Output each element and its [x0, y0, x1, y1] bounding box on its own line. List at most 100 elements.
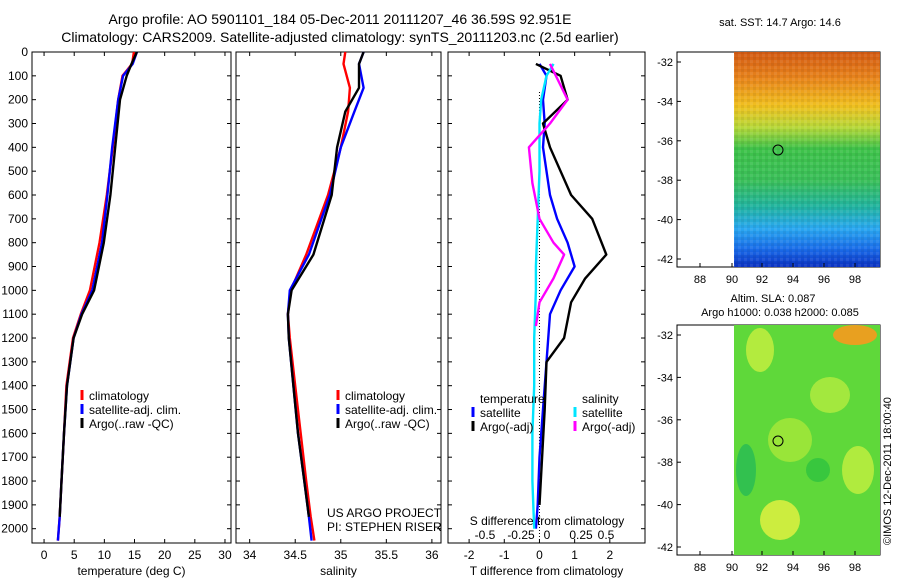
map-axes: -32 -34 -36 -38 -40 -42 88 90 92 94 96 98 -32 -34 -36 -…	[657, 57, 861, 574]
y-tick-label: 900	[8, 260, 28, 274]
plot-frame-salinity	[235, 51, 442, 544]
x-tick-label: 0	[536, 548, 543, 562]
y-tick-label: 700	[8, 212, 28, 226]
x-tick-label: 34	[243, 548, 257, 562]
y-tick-label: 1900	[1, 498, 28, 512]
credit-text: ©IMOS 12-Dec-2011 18:00:40	[882, 397, 894, 545]
legend-label: climatology	[345, 389, 405, 403]
map-lon-label: 90	[726, 274, 738, 286]
map-lat-label: -40	[657, 500, 673, 512]
legend-label: Argo(..raw -QC)	[89, 417, 174, 431]
x-tick-label: 15	[128, 548, 142, 562]
legend-label: satellite	[582, 406, 623, 420]
x-tick-label: 30	[218, 548, 232, 562]
sst-map	[676, 51, 881, 268]
title-line-1: Argo profile: AO 5901101_184 05-Dec-2011…	[108, 11, 572, 27]
y-tick-label: 1600	[1, 426, 28, 440]
x-tick-label: -2	[464, 548, 475, 562]
legend-label: satellite-adj. clim.	[89, 403, 181, 417]
x-tick-label: 25	[188, 548, 202, 562]
sla-title-1: Altim. SLA: 0.087	[731, 293, 816, 305]
x-axis-label: T difference from climatology	[470, 564, 624, 578]
x-tick-label: 1	[571, 548, 578, 562]
map-lat-label: -32	[657, 57, 673, 69]
legend-label: Argo(-adj)	[582, 420, 635, 434]
legend-label: satellite-adj. clim.	[345, 403, 437, 417]
legend-label: climatology	[89, 389, 149, 403]
map-lon-label: 94	[787, 562, 799, 574]
legend-label: satellite	[480, 406, 521, 420]
y-tick-label: 1100	[2, 307, 28, 321]
x-tick-label: 34.5	[284, 548, 308, 562]
y-tick-label: 300	[8, 117, 28, 131]
y-tick-label: 600	[8, 188, 28, 202]
y-tick-label: 1300	[1, 355, 28, 369]
map-lon-label: 96	[818, 274, 830, 286]
y-tick-label: 100	[8, 69, 28, 83]
series-s-satellite	[531, 63, 555, 529]
legend-label: Argo(..raw -QC)	[345, 417, 430, 431]
map-lat-label: -40	[657, 215, 673, 227]
y-tick-label: 0	[21, 45, 28, 59]
series-s-argo-adj-	[527, 63, 569, 327]
map-lon-label: 92	[756, 274, 768, 286]
map-lat-label: -42	[657, 254, 673, 266]
map-lon-label: 88	[694, 274, 706, 286]
y-tick-label: 1500	[1, 403, 28, 417]
map-lon-label: 96	[818, 562, 830, 574]
x-tick-label-top: -0.5	[475, 528, 496, 542]
y-tick-label: 1700	[1, 450, 28, 464]
y-tick-label: 800	[8, 236, 28, 250]
map-lon-label: 94	[787, 274, 799, 286]
map-lat-label: -36	[657, 415, 673, 427]
series-t-satellite	[534, 63, 576, 529]
series-argo-raw-qc-	[286, 51, 365, 517]
x-tick-label: 10	[98, 548, 112, 562]
x-tick-label: 0	[41, 548, 48, 562]
sla-title-2: Argo h1000: 0.038 h2000: 0.085	[701, 307, 859, 319]
x-tick-label: 2	[606, 548, 613, 562]
x-tick-label-top: 0.25	[569, 528, 593, 542]
plot-frame-temperature	[31, 51, 232, 544]
y-tick-label: 1400	[1, 379, 28, 393]
y-tick-label: 1800	[1, 474, 28, 488]
map-lat-label: -32	[657, 330, 673, 342]
x-axis-label: salinity	[320, 564, 357, 578]
map-lat-label: -34	[657, 372, 673, 384]
legend-header: salinity	[582, 392, 619, 406]
x-tick-label: 36	[425, 548, 439, 562]
x-tick-label: 35.5	[375, 548, 399, 562]
sla-map	[676, 324, 881, 556]
x-tick-label-top: 0	[544, 528, 551, 542]
difference-panel: -2 -1 0 1 2 T difference from climatology temp…	[447, 51, 646, 578]
argo-location-marker	[772, 144, 784, 156]
map-lon-label: 92	[756, 562, 768, 574]
argo-location-marker-sla	[772, 435, 784, 447]
map-lon-label: 90	[726, 562, 738, 574]
series-argo-raw-qc-	[58, 51, 138, 517]
x-axis-label: temperature (deg C)	[77, 564, 185, 578]
map-lat-label: -36	[657, 136, 673, 148]
map-lat-label: -38	[657, 457, 673, 469]
temperature-panel: 0100200300400500600700800900100011001200…	[1, 45, 232, 578]
x-tick-label: 5	[71, 548, 78, 562]
legend-label: Argo(-adj)	[480, 420, 533, 434]
x-tick-label: -1	[499, 548, 510, 562]
map-lon-label: 98	[849, 274, 861, 286]
map-lon-label: 88	[694, 562, 706, 574]
map-lat-label: -42	[657, 542, 673, 554]
y-tick-label: 400	[8, 140, 28, 154]
salinity-panel: 34 34.5 35 35.5 36 salinity climatologysatelli…	[235, 51, 442, 578]
y-tick-label: 1200	[1, 331, 28, 345]
y-tick-label: 500	[8, 164, 28, 178]
project-annotation: US ARGO PROJECT	[327, 506, 442, 520]
legend-header: temperature	[480, 392, 545, 406]
map-lat-label: -38	[657, 175, 673, 187]
y-tick-label: 200	[8, 93, 28, 107]
x-tick-label: 20	[158, 548, 172, 562]
x-tick-label-top: -0.25	[507, 528, 535, 542]
pi-annotation: PI: STEPHEN RISER	[327, 520, 442, 534]
title-line-2: Climatology: CARS2009. Satellite-adjuste…	[61, 29, 619, 45]
x-tick-label-top: 0.5	[598, 528, 615, 542]
